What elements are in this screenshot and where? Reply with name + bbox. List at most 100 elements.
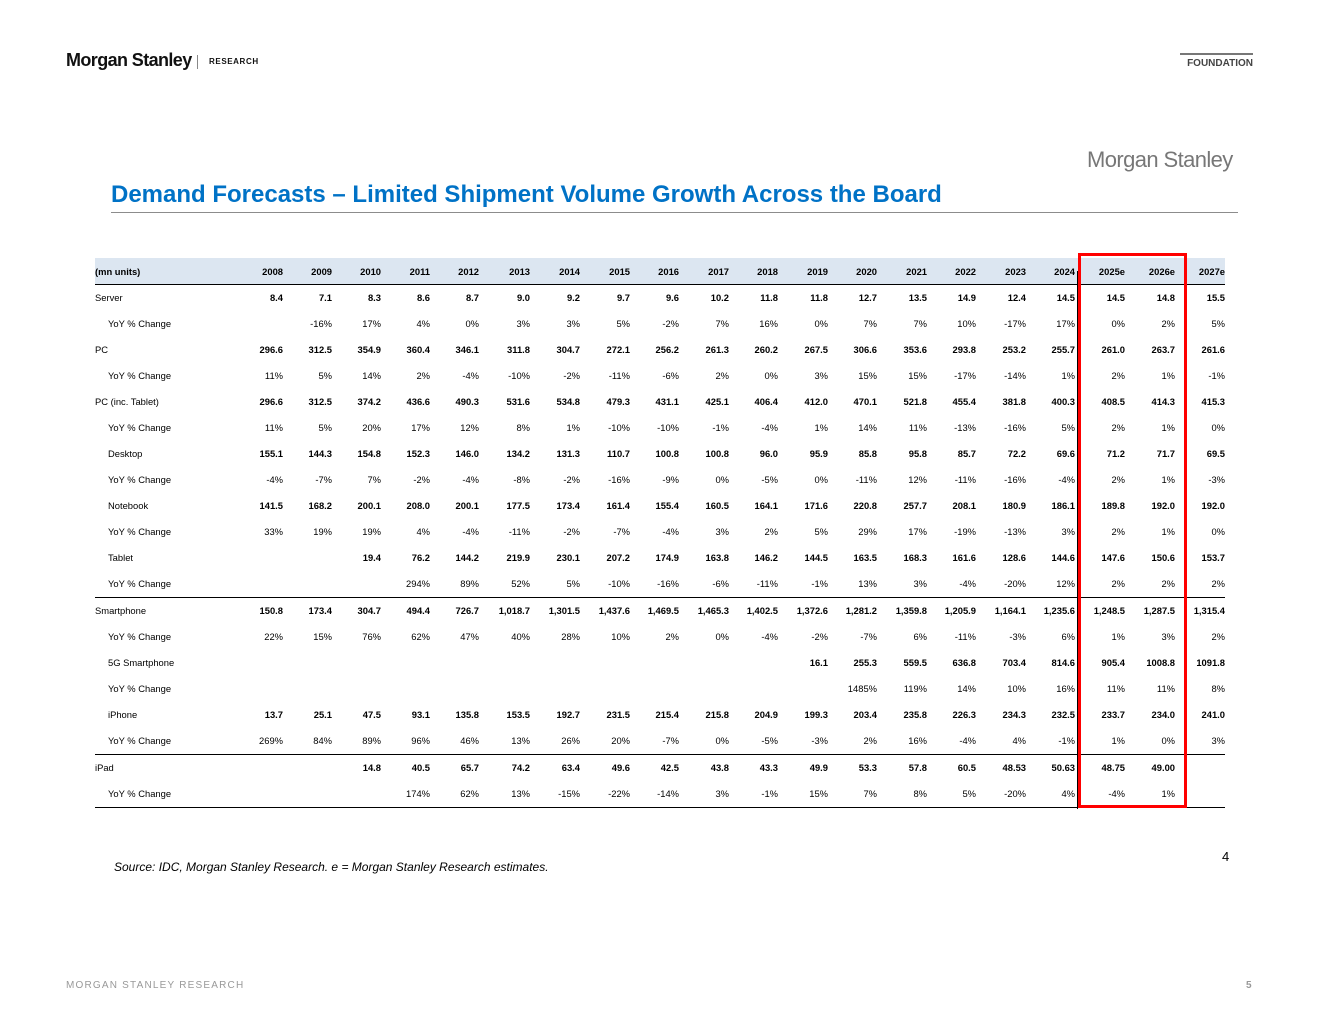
table-cell: 905.4 <box>1101 657 1125 668</box>
table-cell: 312.5 <box>308 396 332 407</box>
table-cell: -2% <box>413 474 430 485</box>
table-cell: 215.8 <box>705 709 729 720</box>
table-cell: 5% <box>616 318 630 329</box>
row-label: Desktop <box>108 448 143 459</box>
row-label: YoY % Change <box>108 683 172 694</box>
table-cell: 1% <box>1061 370 1075 381</box>
table-cell: -20% <box>1004 578 1026 589</box>
table-cell: -6% <box>662 370 679 381</box>
table-cell: 14.9 <box>957 292 976 303</box>
table-cell: 8.7 <box>465 292 479 303</box>
metric-row: Notebook 141.5 168.2 200.1 208.0 200.1 177.5 17… <box>95 493 1225 519</box>
table-cell: 15% <box>908 370 927 381</box>
table-cell: 10% <box>611 631 630 642</box>
table-cell: 0% <box>1111 318 1125 329</box>
table-cell: -1% <box>712 422 729 433</box>
table-cell: 14.5 <box>1106 292 1125 303</box>
table-cell: 192.7 <box>556 709 580 720</box>
table-cell: 3% <box>1061 526 1075 537</box>
table-cell: -5% <box>761 474 778 485</box>
table-cell: 1% <box>1161 370 1175 381</box>
table-cell: 57.8 <box>908 762 927 773</box>
table-cell: 141.5 <box>259 500 283 511</box>
table-cell: 255.7 <box>1051 344 1075 355</box>
table-cell: 150.8 <box>259 605 283 616</box>
table-cell: 2% <box>1211 578 1225 589</box>
table-cell: 304.7 <box>556 344 580 355</box>
table-cell: 12% <box>1056 578 1075 589</box>
table-cell: 354.9 <box>357 344 381 355</box>
table-cell: 267.5 <box>804 344 828 355</box>
table-cell: 5% <box>814 526 828 537</box>
yoy-row: YoY % Change 11% 5% 14% 2% -4% -10% -2% -11% -6% 2… <box>95 363 1225 389</box>
table-cell: 147.6 <box>1101 552 1125 563</box>
table-cell: 13% <box>511 788 530 799</box>
table-cell: -2% <box>662 318 679 329</box>
footer-page-number: 5 <box>1246 980 1252 991</box>
table-cell: 1,465.3 <box>697 605 729 616</box>
table-cell: 2% <box>1161 578 1175 589</box>
table-cell: 15% <box>858 370 877 381</box>
table-cell: 0% <box>814 318 828 329</box>
table-cell: 311.8 <box>507 344 530 355</box>
table-cell: 7% <box>913 318 927 329</box>
table-cell: 134.2 <box>506 448 530 459</box>
table-cell: 3% <box>715 788 729 799</box>
table-cell: 85.8 <box>858 448 877 459</box>
table-cell: 160.5 <box>705 500 729 511</box>
table-cell: -14% <box>657 788 679 799</box>
table-cell: 9.7 <box>616 292 630 303</box>
table-cell: -15% <box>558 788 580 799</box>
table-cell: 65.7 <box>460 762 479 773</box>
table-cell: 20% <box>611 735 630 746</box>
title-divider <box>111 212 1238 213</box>
table-cell: 16% <box>908 735 927 746</box>
table-cell: 234.0 <box>1151 709 1175 720</box>
table-cell: -3% <box>811 735 828 746</box>
table-cell: 100.8 <box>705 448 729 459</box>
table-cell: 436.6 <box>406 396 430 407</box>
table-cell: 296.6 <box>259 344 283 355</box>
table-cell: 241.0 <box>1201 709 1225 720</box>
table-cell: 13% <box>511 735 530 746</box>
table-header-row: (mn units) 2008 2009 2010 2011 2012 2013 2014 2… <box>95 258 1225 285</box>
table-cell: 14.5 <box>1056 292 1075 303</box>
table-cell: 4% <box>1012 735 1026 746</box>
table-cell: 53.3 <box>858 762 877 773</box>
table-cell: 1% <box>1111 735 1125 746</box>
table-cell: 3% <box>715 526 729 537</box>
table-cell: 186.1 <box>1051 500 1075 511</box>
metric-row: Tablet 19.4 76.2 144.2 219.9 230.1 207.2 174.9 1… <box>95 545 1225 571</box>
foundation-tag: FOUNDATION <box>1187 58 1253 69</box>
table-cell: 10% <box>1007 683 1026 694</box>
year-header: 2022 <box>955 266 976 277</box>
table-cell: -10% <box>657 422 679 433</box>
table-cell: 4% <box>416 318 430 329</box>
table-cell: 1,301.5 <box>548 605 580 616</box>
table-cell: -4% <box>959 578 976 589</box>
year-header: 2021 <box>906 266 927 277</box>
table-cell: 11% <box>908 422 927 433</box>
table-cell: 85.7 <box>957 448 976 459</box>
table-cell: 89% <box>362 735 381 746</box>
table-cell: -4% <box>662 526 679 537</box>
table-cell: 152.3 <box>406 448 430 459</box>
slide-title: Demand Forecasts – Limited Shipment Volu… <box>111 181 942 208</box>
table-cell: 0% <box>715 631 729 642</box>
table-cell: 2% <box>715 370 729 381</box>
table-cell: 49.6 <box>611 762 630 773</box>
table-cell: 2% <box>764 526 778 537</box>
table-cell: 257.7 <box>903 500 927 511</box>
table-cell: 253.2 <box>1002 344 1026 355</box>
table-cell: 455.4 <box>952 396 976 407</box>
year-header: 2024 <box>1054 266 1075 277</box>
table-cell: 19.4 <box>362 552 381 563</box>
table-cell: 199.3 <box>804 709 828 720</box>
row-label: YoY % Change <box>108 474 172 485</box>
table-cell: 263.7 <box>1151 344 1175 355</box>
table-cell: 470.1 <box>853 396 877 407</box>
table-cell: -20% <box>1004 788 1026 799</box>
table-cell: 0% <box>1161 735 1175 746</box>
division-label: RESEARCH <box>209 57 259 66</box>
table-cell: 374.2 <box>357 396 381 407</box>
